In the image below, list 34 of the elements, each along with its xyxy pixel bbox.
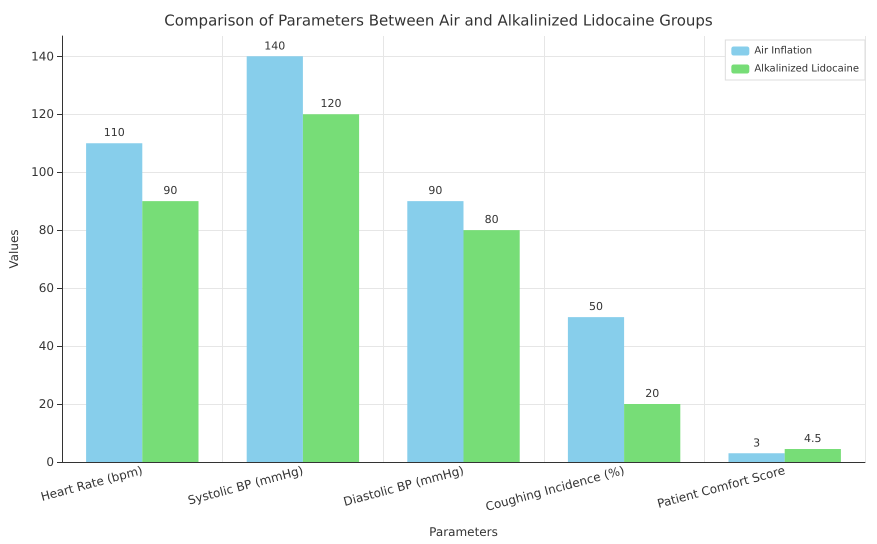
bar [302, 114, 360, 462]
x-tick-label: Patient Comfort Score [656, 463, 787, 511]
bar [86, 143, 142, 462]
data-label: 90 [163, 184, 178, 198]
data-label: 4.5 [804, 432, 822, 445]
y-tick-label: 100 [31, 165, 54, 180]
bar [568, 317, 624, 462]
data-label: 140 [264, 39, 286, 52]
data-label: 20 [645, 387, 660, 400]
bar [624, 404, 680, 462]
y-tick-label: 60 [38, 281, 54, 296]
chart-title: Comparison of Parameters Between Air and Alkalinized Lidocaine Groups [164, 12, 713, 30]
y-tick-label: 140 [31, 49, 54, 64]
legend-label: Air Inflation [754, 46, 812, 56]
y-tick-label: 80 [38, 223, 54, 238]
bar [784, 448, 841, 462]
bar [464, 230, 520, 462]
bar [246, 56, 303, 462]
data-label: 90 [428, 184, 442, 198]
y-tick-label: 120 [31, 107, 54, 122]
data-label: 80 [484, 213, 499, 226]
data-label: 50 [588, 300, 603, 314]
y-tick-label: 0 [46, 455, 54, 469]
bar [407, 201, 464, 462]
y-tick-label: 20 [38, 397, 54, 412]
data-label: 120 [320, 97, 342, 110]
y-tick-label: 40 [38, 339, 54, 354]
bar [142, 201, 199, 462]
data-label: 110 [104, 126, 125, 140]
x-axis-title: Parameters [429, 525, 498, 539]
data-label: 3 [753, 436, 760, 450]
legend-label: Alkalinized Lidocaine [754, 64, 860, 74]
y-axis-title: Values [7, 229, 21, 269]
bar [728, 453, 785, 462]
